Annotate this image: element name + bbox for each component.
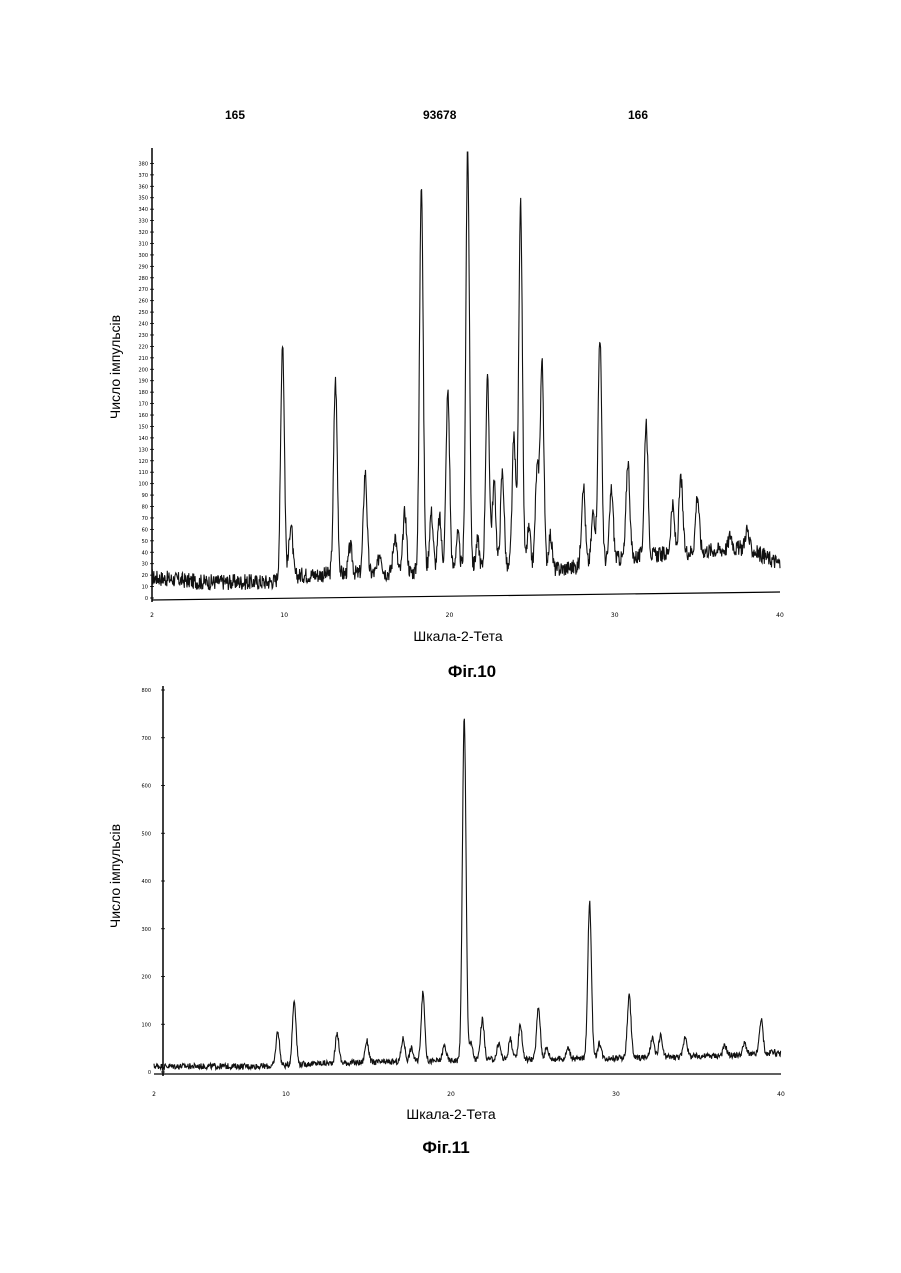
- fig11-x-tick-label: 30: [612, 1091, 620, 1098]
- fig10-y-tick-label: 70: [142, 516, 148, 522]
- fig11-y-tick-label: 800: [141, 688, 151, 694]
- chart-fig10: 0 10 20 30 40 50 60 70 80 90 100 110 120 130 140 150 160…: [107, 148, 784, 681]
- fig11-y-tick-label: 400: [141, 879, 151, 885]
- fig10-y-tick-label: 300: [138, 253, 148, 259]
- fig11-y-label: Число імпульсів: [107, 824, 123, 928]
- fig10-y-tick-label: 200: [138, 367, 148, 373]
- fig10-y-tick-label: 30: [142, 562, 148, 568]
- fig10-x-tick-label: 30: [611, 612, 619, 619]
- fig10-y-tick-label: 370: [138, 173, 148, 179]
- fig10-y-tick-label: 340: [138, 207, 148, 213]
- fig10-y-tick-label: 160: [138, 413, 148, 419]
- fig10-y-tick-label: 140: [138, 436, 148, 442]
- fig11-y-tick-label: 600: [141, 784, 151, 790]
- fig10-x-tick-label: 40: [776, 612, 784, 619]
- fig10-y-tick-label: 0: [145, 596, 148, 602]
- fig11-x-ticks: 2 10 20 30 40: [152, 1091, 785, 1098]
- fig10-y-tick-label: 220: [138, 344, 148, 350]
- fig11-y-tick-label: 700: [141, 736, 151, 742]
- fig10-x-ticks: 2 10 20 30 40: [150, 612, 784, 619]
- fig11-y-tick-label: 500: [141, 831, 151, 837]
- fig11-y-tick-label: 100: [141, 1022, 151, 1028]
- fig10-y-tick-label: 290: [138, 264, 148, 270]
- fig10-y-tick-label: 100: [138, 482, 148, 488]
- fig11-y-tick-label: 200: [141, 975, 151, 981]
- fig10-x-axis: [152, 592, 780, 600]
- fig10-y-tick-label: 130: [138, 447, 148, 453]
- fig11-x-tick-label: 20: [447, 1091, 455, 1098]
- fig10-y-tick-label: 360: [138, 184, 148, 190]
- fig10-y-tick-label: 150: [138, 424, 148, 430]
- fig10-x-tick-label: 2: [150, 612, 154, 619]
- fig10-caption: Фіг.10: [448, 662, 496, 681]
- fig10-y-tick-label: 380: [138, 161, 148, 167]
- fig10-y-tick-label: 20: [142, 573, 148, 579]
- fig10-x-tick-label: 10: [280, 612, 288, 619]
- fig10-x-label: Шкала-2-Тета: [413, 628, 502, 644]
- fig10-y-tick-label: 230: [138, 333, 148, 339]
- fig10-y-tick-label: 350: [138, 196, 148, 202]
- fig10-y-tick-label: 80: [142, 505, 148, 511]
- fig10-y-tick-label: 240: [138, 322, 148, 328]
- fig10-y-tick-label: 310: [138, 241, 148, 247]
- fig11-y-ticks: 0 100 200 300 400 500 600 700 800: [141, 688, 165, 1076]
- fig10-y-tick-label: 270: [138, 287, 148, 293]
- fig10-y-tick-label: 330: [138, 219, 148, 225]
- fig10-y-tick-label: 250: [138, 310, 148, 316]
- chart-fig11: 0 100 200 300 400 500 600 700 800 2 10 20 30 40 Числ…: [107, 686, 785, 1157]
- fig11-y-tick-label: 0: [148, 1070, 151, 1076]
- fig10-y-tick-label: 50: [142, 539, 148, 545]
- fig10-y-tick-label: 40: [142, 550, 148, 556]
- fig11-x-label: Шкала-2-Тета: [406, 1106, 495, 1122]
- fig11-x-tick-label: 10: [282, 1091, 290, 1098]
- fig10-y-label: Число імпульсів: [107, 315, 123, 419]
- fig10-y-tick-label: 120: [138, 459, 148, 465]
- fig11-diffraction-trace: [154, 719, 781, 1070]
- fig11-x-tick-label: 2: [152, 1091, 156, 1098]
- fig10-y-tick-label: 90: [142, 493, 148, 499]
- fig10-y-tick-label: 320: [138, 230, 148, 236]
- fig11-y-tick-label: 300: [141, 927, 151, 933]
- fig10-y-tick-label: 280: [138, 276, 148, 282]
- fig10-y-tick-label: 190: [138, 379, 148, 385]
- fig10-x-tick-label: 20: [446, 612, 454, 619]
- fig10-y-tick-label: 260: [138, 299, 148, 305]
- fig10-y-tick-label: 210: [138, 356, 148, 362]
- fig11-x-tick-label: 40: [777, 1091, 785, 1098]
- fig10-y-tick-label: 110: [138, 470, 148, 476]
- fig10-y-tick-label: 180: [138, 390, 148, 396]
- fig10-y-tick-label: 10: [142, 585, 148, 591]
- fig10-diffraction-trace: [152, 152, 780, 590]
- fig10-y-tick-label: 60: [142, 527, 148, 533]
- fig10-y-tick-label: 170: [138, 402, 148, 408]
- fig11-caption: Фіг.11: [422, 1138, 469, 1157]
